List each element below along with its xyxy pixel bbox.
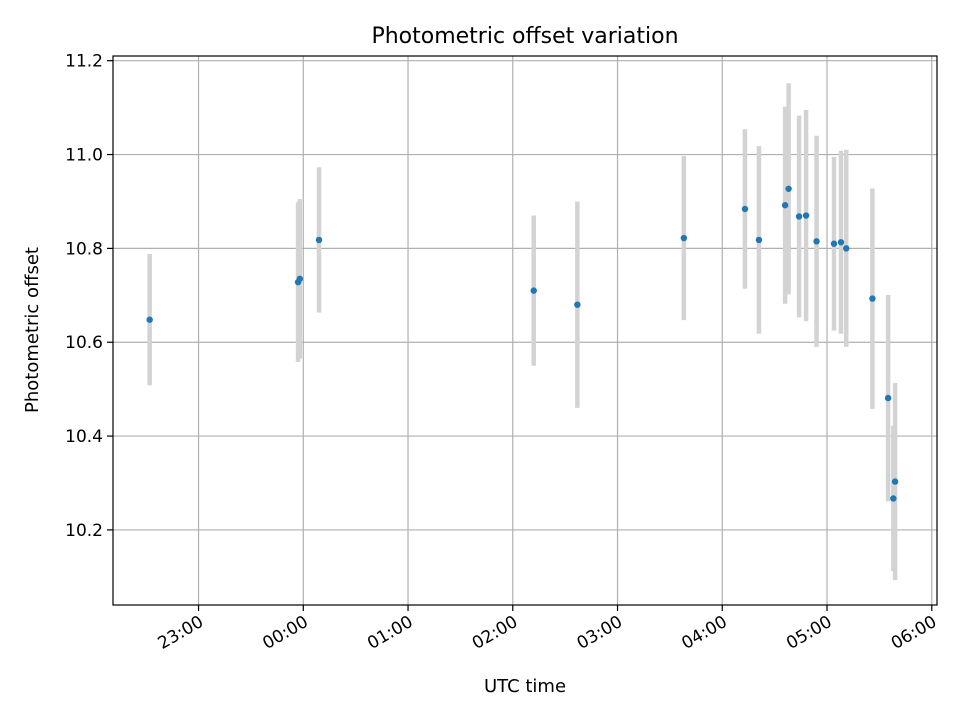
data-point	[890, 495, 897, 502]
data-point	[813, 238, 820, 245]
x-axis-label: UTC time	[484, 676, 566, 697]
data-point	[146, 316, 153, 323]
y-tick-label: 11.0	[65, 146, 103, 166]
data-point	[869, 295, 876, 302]
data-point	[830, 240, 838, 247]
data-point	[843, 245, 850, 252]
data-point	[781, 202, 789, 209]
y-tick-label: 11.2	[65, 52, 103, 72]
plot-frame	[112, 55, 938, 606]
data-point	[741, 205, 749, 213]
data-point	[884, 394, 892, 402]
data-point	[530, 287, 537, 294]
y-tick-label: 10.8	[65, 239, 103, 259]
data-points	[146, 185, 899, 502]
data-point	[755, 236, 763, 244]
y-axis-label: Photometric offset	[22, 247, 43, 413]
y-tick-label: 10.6	[65, 333, 103, 353]
data-point	[296, 275, 303, 283]
data-point	[315, 236, 323, 244]
data-point	[574, 301, 581, 308]
chart-title: Photometric offset variation	[371, 24, 678, 49]
data-point	[837, 239, 845, 246]
y-tick-label: 10.2	[65, 521, 103, 541]
data-point	[891, 478, 899, 485]
data-point	[785, 185, 792, 192]
y-tick-label: 10.4	[65, 427, 103, 447]
data-point	[795, 213, 803, 220]
data-point	[680, 234, 688, 242]
data-point	[802, 212, 810, 219]
